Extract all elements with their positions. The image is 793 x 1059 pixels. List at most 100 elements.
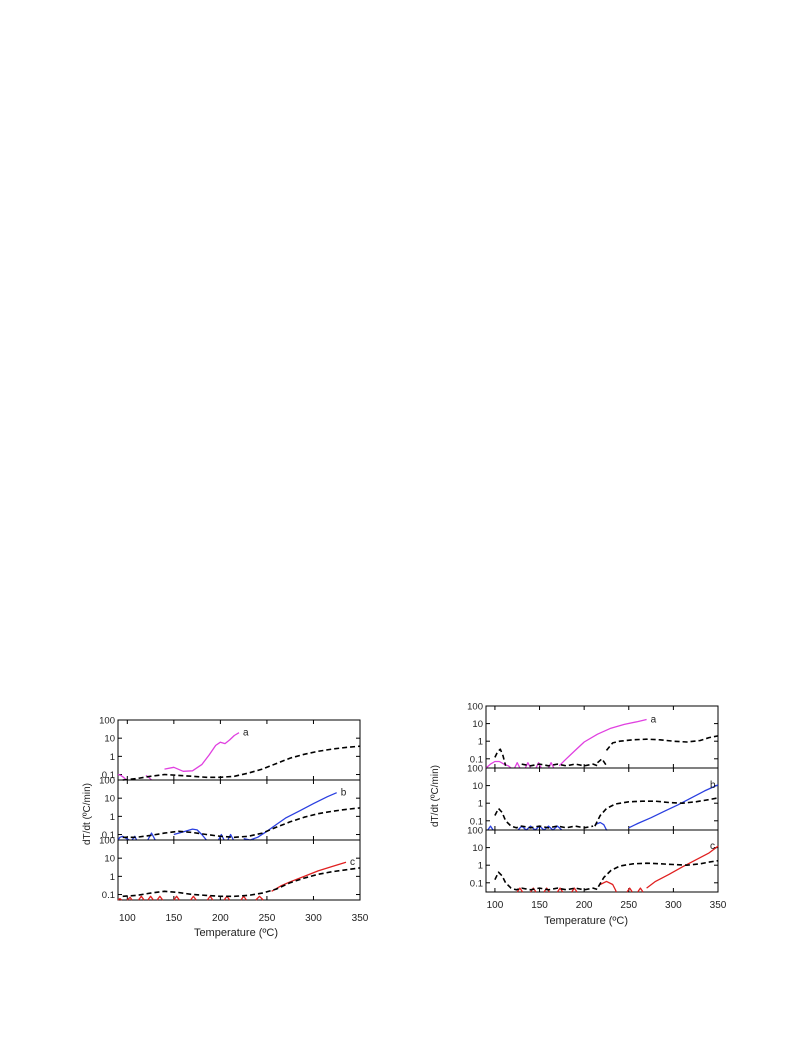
panel-label: c — [710, 841, 715, 852]
panel-label: b — [341, 788, 347, 799]
panel-c: 100 10 1 0.1 c — [99, 836, 361, 901]
panel-frame — [117, 839, 361, 901]
x-tick-label: 100 — [487, 900, 504, 911]
y-tick-label: 100 — [467, 702, 483, 713]
x-tick-label: 350 — [352, 913, 369, 924]
reference-curve — [494, 748, 507, 766]
panel-c: 100 10 1 0.1 c — [467, 826, 719, 893]
y-tick-label: 0.1 — [470, 754, 483, 765]
panel-frame — [485, 829, 719, 893]
x-tick-label: 300 — [665, 900, 682, 911]
y-tick-label: 0.1 — [470, 816, 483, 827]
y-tick-label: 0.1 — [102, 770, 115, 781]
reference-curve — [596, 758, 608, 767]
measured-curve — [147, 895, 154, 901]
panel-a: 100 10 1 0.1 a — [467, 702, 719, 769]
measured-curve — [556, 887, 564, 893]
measured-curve — [485, 760, 512, 769]
y-tick-label: 1 — [110, 872, 115, 883]
measured-curve — [628, 784, 719, 829]
x-tick-label: 150 — [531, 900, 548, 911]
measured-curve — [147, 832, 156, 841]
y-tick-label: 100 — [467, 826, 483, 837]
panel-label: a — [243, 728, 249, 739]
panel-b: 100 10 1 0.1 b — [99, 776, 361, 841]
y-tick-label: 1 — [478, 861, 483, 872]
measured-curve — [117, 897, 123, 901]
measured-curve — [571, 887, 578, 893]
y-tick-label: 10 — [104, 794, 115, 805]
figure-left: dT/dt (ºC/min) Temperature (ºC) 100 10 1 0.… — [80, 710, 380, 940]
measured-curve — [530, 887, 537, 893]
panel-a: 100 10 1 0.1 a — [99, 716, 361, 781]
measured-curve — [535, 762, 542, 769]
y-tick-label: 1 — [478, 737, 483, 748]
measured-curve — [271, 861, 347, 892]
x-tick-label: 250 — [620, 900, 637, 911]
panel-label: b — [710, 780, 716, 791]
measured-curve — [626, 887, 633, 893]
x-axis-label: Temperature (ºC) — [194, 927, 278, 939]
y-tick-label: 10 — [104, 854, 115, 865]
measured-curve — [558, 718, 647, 767]
measured-curve — [255, 895, 264, 901]
y-tick-label: 1 — [110, 812, 115, 823]
measured-curve — [126, 896, 133, 901]
measured-curve — [156, 895, 164, 901]
panel-frame — [117, 779, 361, 841]
y-tick-label: 100 — [467, 764, 483, 775]
measured-curve — [206, 895, 214, 901]
panel-frame — [485, 767, 719, 831]
measured-curve — [543, 887, 550, 893]
chart-right: dT/dt (ºC/min) Temperature (ºC) 100 10 1 0.… — [430, 702, 727, 928]
measured-curve — [516, 887, 524, 893]
reference-curve — [122, 807, 361, 839]
measured-curve — [227, 833, 234, 841]
measured-curve — [190, 895, 197, 901]
y-tick-label: 10 — [104, 734, 115, 745]
measured-curve — [217, 833, 225, 841]
reference-curve — [122, 745, 361, 781]
measured-curve — [243, 792, 337, 841]
measured-curve — [164, 732, 240, 772]
x-tick-label: 250 — [259, 913, 276, 924]
measured-curve — [637, 887, 644, 893]
x-tick-label: 200 — [576, 900, 593, 911]
figure-right: dT/dt (ºC/min) Temperature (ºC) 100 10 1 0.… — [428, 700, 728, 928]
measured-curve — [487, 825, 494, 831]
reference-curve — [494, 871, 599, 891]
measured-curve — [117, 835, 130, 841]
panel-label: a — [651, 715, 657, 726]
measured-curve — [117, 773, 127, 781]
x-tick-label: 200 — [212, 913, 229, 924]
measured-curve — [131, 835, 138, 841]
panel-frame — [117, 719, 361, 781]
measured-curve — [646, 845, 719, 889]
chart-left: dT/dt (ºC/min) Temperature (ºC) 100 10 1 0.… — [82, 716, 369, 940]
panel-b: 100 10 1 0.1 b — [467, 764, 719, 831]
y-tick-label: 100 — [99, 776, 115, 787]
measured-curve — [173, 895, 180, 901]
y-tick-label: 1 — [478, 799, 483, 810]
x-tick-label: 300 — [305, 913, 322, 924]
x-tick-label: 100 — [119, 913, 136, 924]
y-tick-label: 0.1 — [102, 830, 115, 841]
y-tick-label: 100 — [99, 716, 115, 727]
measured-curve — [240, 895, 247, 901]
reference-curve — [122, 867, 361, 898]
x-axis-label: Temperature (ºC) — [544, 915, 628, 927]
reference-curve — [605, 735, 719, 751]
y-tick-label: 10 — [472, 719, 483, 730]
panel-label: c — [350, 857, 355, 868]
y-axis-label: dT/dt (ºC/min) — [82, 783, 93, 845]
measured-curve — [137, 895, 145, 901]
panel-frame — [485, 705, 719, 769]
y-tick-label: 100 — [99, 836, 115, 847]
y-tick-label: 1 — [110, 752, 115, 763]
y-tick-label: 10 — [472, 843, 483, 854]
measured-curve — [599, 880, 617, 893]
reference-curve — [521, 763, 598, 767]
y-tick-label: 10 — [472, 781, 483, 792]
reference-curve — [594, 797, 719, 827]
measured-curve — [514, 762, 521, 769]
